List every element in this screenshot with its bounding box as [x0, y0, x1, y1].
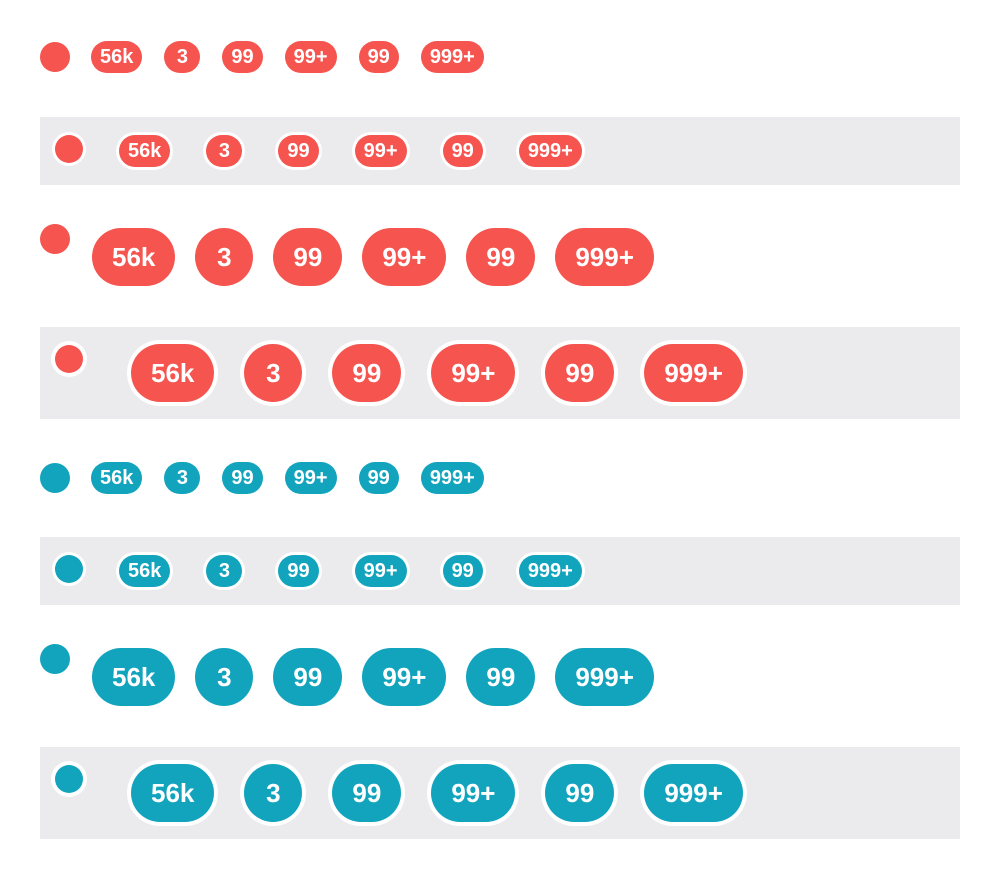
count-badge: 3 [244, 764, 303, 822]
count-badge: 56k [92, 648, 176, 706]
dot-badge [40, 42, 70, 72]
count-badge: 99 [278, 555, 319, 587]
badge-row-red-large-outlined: 56k 3 99 99+ 99 999+ [40, 327, 960, 419]
dot-badge [40, 463, 70, 493]
count-badge: 99 [466, 228, 536, 286]
count-badge: 3 [195, 648, 254, 706]
count-badge: 56k [131, 764, 215, 822]
count-badge: 56k [119, 135, 171, 167]
count-badge: 99 [332, 344, 402, 402]
dot-badge [55, 135, 83, 163]
dot-badge [55, 345, 83, 373]
count-badge: 99+ [354, 135, 407, 167]
count-badge: 99 [442, 555, 483, 587]
badge-row-red-large: 56k 3 99 99+ 99 999+ [40, 212, 960, 302]
count-badge: 56k [91, 41, 143, 73]
count-badge: 3 [244, 344, 303, 402]
count-badge: 999+ [420, 462, 484, 494]
count-badge: 99 [545, 344, 615, 402]
count-badge: 56k [119, 555, 171, 587]
count-badge: 99 [358, 41, 399, 73]
count-badge: 56k [91, 462, 143, 494]
count-badge: 56k [92, 228, 176, 286]
count-badge: 99 [273, 228, 343, 286]
count-badge: 99 [442, 135, 483, 167]
dot-badge [40, 644, 70, 674]
count-badge: 99 [222, 41, 263, 73]
count-badge: 999+ [644, 344, 743, 402]
badge-row-red-small: 56k 3 99 99+ 99 999+ [40, 32, 960, 82]
badge-row-teal-large: 56k 3 99 99+ 99 999+ [40, 632, 960, 722]
count-badge: 99 [358, 462, 399, 494]
badge-row-red-small-outlined: 56k 3 99 99+ 99 999+ [40, 117, 960, 185]
count-badge: 999+ [644, 764, 743, 822]
badge-row-teal-small-outlined: 56k 3 99 99+ 99 999+ [40, 537, 960, 605]
count-badge: 99+ [284, 462, 337, 494]
count-badge: 99+ [362, 228, 447, 286]
count-badge: 3 [164, 41, 201, 73]
count-badge: 3 [164, 462, 201, 494]
dot-badge [55, 765, 83, 793]
count-badge: 99 [278, 135, 319, 167]
count-badge: 999+ [518, 555, 582, 587]
dot-badge [55, 555, 83, 583]
count-badge: 99+ [362, 648, 447, 706]
count-badge: 999+ [518, 135, 582, 167]
count-badge: 99 [466, 648, 536, 706]
badge-row-teal-small: 56k 3 99 99+ 99 999+ [40, 453, 960, 503]
count-badge: 3 [206, 135, 243, 167]
count-badge: 999+ [555, 648, 654, 706]
dot-badge [40, 224, 70, 254]
count-badge: 3 [195, 228, 254, 286]
count-badge: 999+ [555, 228, 654, 286]
count-badge: 99+ [354, 555, 407, 587]
count-badge: 99+ [431, 344, 516, 402]
count-badge: 99 [545, 764, 615, 822]
count-badge: 999+ [420, 41, 484, 73]
count-badge: 99 [332, 764, 402, 822]
count-badge: 99 [273, 648, 343, 706]
count-badge: 99+ [431, 764, 516, 822]
count-badge: 99 [222, 462, 263, 494]
count-badge: 56k [131, 344, 215, 402]
count-badge: 3 [206, 555, 243, 587]
count-badge: 99+ [284, 41, 337, 73]
badge-row-teal-large-outlined: 56k 3 99 99+ 99 999+ [40, 747, 960, 839]
